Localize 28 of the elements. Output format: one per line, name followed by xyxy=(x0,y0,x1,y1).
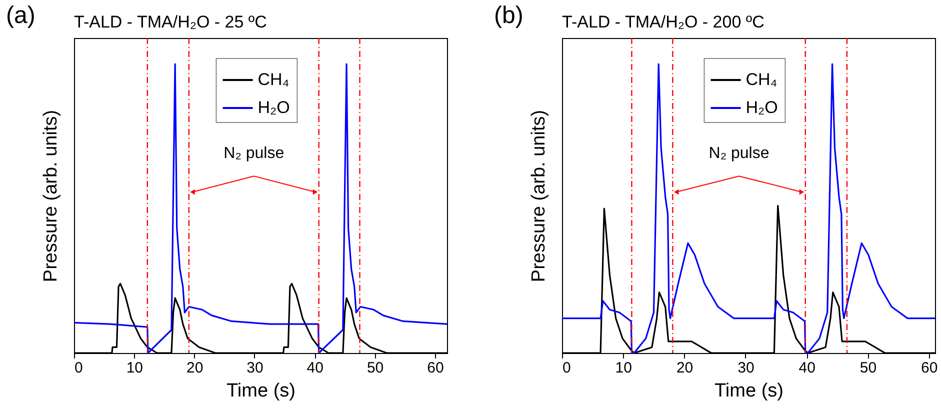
legend-label: CH₄ xyxy=(746,70,778,89)
x-tick-label: 20 xyxy=(676,360,694,376)
x-tick-label: 30 xyxy=(246,360,264,376)
x-tick-label: 50 xyxy=(366,360,384,376)
x-tick-label: 60 xyxy=(921,360,938,376)
text: (a) xyxy=(6,2,36,30)
y-axis-title: Pressure (arb. units) xyxy=(528,110,550,282)
text: (b) xyxy=(494,2,524,30)
x-tick-label: 60 xyxy=(427,360,444,376)
x-tick-label: 10 xyxy=(615,360,632,376)
x-tick-label: 30 xyxy=(738,360,754,376)
x-tick-label: 0 xyxy=(74,360,83,376)
x-tick-label: 40 xyxy=(798,360,816,376)
annotation: N₂ pulse xyxy=(224,144,284,162)
x-tick-label: 50 xyxy=(860,360,877,376)
x-tick-label: 40 xyxy=(306,360,324,376)
x-axis-title: Time (s) xyxy=(226,380,296,402)
x-tick-label: 10 xyxy=(126,360,144,376)
legend-label: H₂O xyxy=(746,98,778,117)
y-axis-title: Pressure (arb. units) xyxy=(40,110,62,282)
legend-label: H₂O xyxy=(258,98,290,117)
x-axis-title: Time (s) xyxy=(714,380,784,402)
x-tick-label: 20 xyxy=(186,360,204,376)
x-tick-label: 0 xyxy=(562,360,571,376)
legend-label: CH₄ xyxy=(258,70,290,89)
annotation: N₂ pulse xyxy=(708,144,770,162)
chart-title: T-ALD - TMA/H₂O - 25 ºC xyxy=(74,12,267,32)
chart-title: T-ALD - TMA/H₂O - 200 ºC xyxy=(562,12,764,32)
